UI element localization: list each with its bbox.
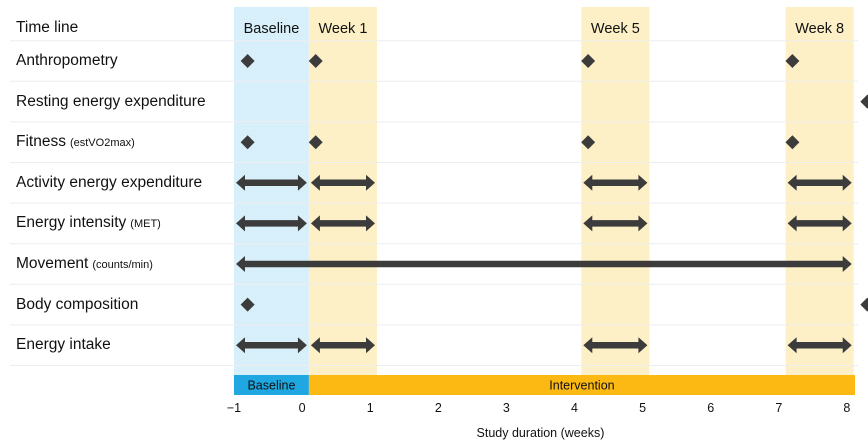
x-axis: −1 0 1 2 3 4 5 6 7 8 Study duration (weeks) — [227, 401, 851, 440]
measurement-markers — [236, 54, 868, 354]
row-label-text: Resting energy expenditure — [16, 92, 206, 110]
x-tick-label: 0 — [299, 401, 306, 415]
measurement-diamond-marker — [240, 54, 255, 68]
phase-header-label: Week 1 — [319, 21, 368, 37]
row-label-text: Activity energy expenditure — [16, 173, 203, 191]
x-axis-label: Study duration (weeks) — [477, 426, 605, 440]
measurement-diamond-marker — [581, 135, 596, 150]
row-label: Energy intensity (MET) — [16, 214, 161, 232]
row-label: Movement (counts/min) — [16, 255, 153, 273]
phase-header-label: Week 5 — [591, 21, 640, 37]
measurement-diamond-marker — [308, 54, 323, 68]
x-tick-label: 5 — [639, 401, 646, 415]
row-label: Body composition — [16, 296, 138, 314]
week1-band — [308, 7, 378, 375]
measurement-period-arrow — [787, 215, 852, 232]
measurement-period-arrow — [236, 337, 307, 354]
row-label-unit: (counts/min) — [92, 259, 153, 271]
week8-band — [785, 7, 854, 375]
row-label-text: Energy intensity — [16, 214, 127, 232]
measurement-period-arrow — [787, 337, 852, 354]
x-tick-label: 7 — [775, 401, 782, 415]
row-gridlines — [10, 40, 858, 366]
measurement-diamond-marker — [581, 54, 596, 68]
measurement-period-arrow — [236, 174, 307, 191]
row-label-unit: (estVO2max) — [69, 137, 135, 150]
measurement-period-arrow — [236, 215, 307, 232]
timeline-header-label: Time line — [16, 19, 78, 37]
measurement-diamond-marker — [240, 297, 255, 312]
measurement-diamond-marker — [308, 135, 323, 150]
intervention-phase-label: Intervention — [549, 379, 614, 393]
measurement-diamond-marker — [860, 297, 868, 312]
row-label-text: Movement — [16, 255, 89, 272]
x-tick-label: 3 — [503, 401, 510, 415]
x-tick-label: 6 — [707, 401, 714, 415]
measurement-diamond-marker — [860, 94, 868, 109]
measurement-period-arrow — [583, 337, 648, 354]
measurement-period-arrow — [310, 174, 376, 191]
intervention-phase-bar — [308, 375, 855, 395]
x-tick-label: 4 — [571, 401, 578, 415]
measurement-diamond-marker — [785, 54, 800, 68]
row-label: Activity energy expenditure — [16, 174, 202, 192]
baseline-phase-label: Baseline — [247, 379, 295, 393]
row-label-text: Body composition — [16, 295, 139, 313]
phase-bar: Baseline Intervention — [234, 375, 855, 395]
phase-header-label: Week 8 — [795, 21, 844, 37]
row-label-text: Energy intake — [16, 336, 111, 354]
baseline-phase-bar — [234, 375, 309, 395]
baseline-band-texture — [234, 7, 309, 375]
phase-bands: Baseline Week 1 Week 5 Week 8 — [234, 7, 854, 375]
measurement-period-arrow — [787, 174, 852, 191]
row-label: Fitness (estVO2max) — [16, 133, 135, 151]
x-tick-label: 8 — [843, 401, 850, 415]
measurement-period-arrow — [310, 337, 376, 354]
phase-header-label: Baseline — [244, 21, 300, 37]
measurement-period-arrow — [310, 215, 376, 232]
x-tick-label: 2 — [435, 401, 442, 415]
week5-band — [581, 7, 650, 375]
x-tick-label: 1 — [367, 401, 374, 415]
measurement-period-arrow — [583, 215, 648, 232]
row-label-text: Anthropometry — [16, 52, 118, 69]
row-label-unit: (MET) — [130, 218, 161, 231]
x-tick-label: −1 — [227, 401, 241, 415]
row-label-text: Time line — [16, 19, 79, 36]
measurement-diamond-marker — [240, 135, 255, 150]
measurement-period-arrow — [236, 256, 852, 272]
row-label: Anthropometry — [16, 52, 118, 70]
row-label: Resting energy expenditure — [16, 93, 206, 111]
measurement-diamond-marker — [785, 135, 800, 150]
row-label-text: Fitness — [16, 133, 66, 151]
measurement-period-arrow — [583, 174, 648, 191]
row-label: Energy intake — [16, 336, 111, 354]
